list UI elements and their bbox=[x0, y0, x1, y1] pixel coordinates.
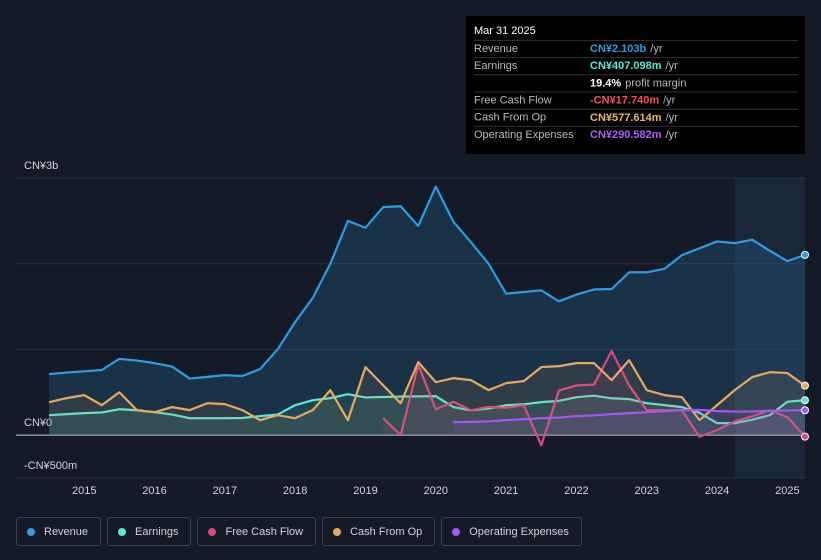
legend-swatch bbox=[208, 527, 217, 536]
tooltip-label: Revenue bbox=[474, 43, 518, 55]
series-area bbox=[49, 394, 806, 436]
legend-label: Cash From Op bbox=[350, 525, 423, 538]
legend: Revenue Earnings Free Cash Flow Cash From O… bbox=[16, 517, 582, 546]
y-tick-label: -CN¥500m bbox=[24, 460, 77, 472]
tooltip-suffix: /yr bbox=[663, 95, 676, 107]
x-tick-label: 2019 bbox=[353, 485, 377, 497]
tooltip-box bbox=[466, 16, 805, 154]
end-marker bbox=[801, 381, 809, 390]
tooltip-value-text: -CN¥17.740m bbox=[590, 95, 659, 107]
legend-item[interactable]: Operating Expenses bbox=[441, 517, 582, 546]
series-line bbox=[382, 350, 806, 447]
series-line bbox=[48, 185, 806, 380]
tooltip: Mar 31 2025 Revenue CN¥2.103b/yr Earnings C… bbox=[466, 16, 805, 154]
x-tick-label: 2016 bbox=[142, 485, 166, 497]
tooltip-suffix: /yr bbox=[666, 60, 679, 72]
tooltip-value: 19.4% profit margin bbox=[590, 77, 686, 89]
legend-swatch bbox=[452, 527, 461, 536]
tooltip-label: Earnings bbox=[474, 60, 518, 72]
legend-item[interactable]: Free Cash Flow bbox=[197, 517, 317, 546]
end-marker bbox=[801, 406, 809, 415]
x-tick-label: 2015 bbox=[72, 485, 96, 497]
x-tick-label: 2022 bbox=[564, 485, 588, 497]
legend-item[interactable]: Earnings bbox=[107, 517, 192, 546]
x-tick-label: 2020 bbox=[424, 485, 448, 497]
legend-label: Operating Expenses bbox=[469, 525, 569, 538]
tooltip-suffix: /yr bbox=[666, 129, 679, 141]
tooltip-value-text: CN¥577.614m bbox=[590, 112, 662, 124]
tooltip-value: -CN¥17.740m/yr bbox=[590, 95, 676, 107]
tooltip-value-text: 19.4% bbox=[590, 77, 621, 89]
tooltip-date: Mar 31 2025 bbox=[474, 25, 536, 37]
y-tick-label: CN¥3b bbox=[24, 160, 58, 172]
legend-label: Free Cash Flow bbox=[225, 525, 304, 538]
tooltip-value-text: CN¥407.098m bbox=[590, 60, 662, 72]
x-tick-label: 2025 bbox=[775, 485, 799, 497]
tooltip-value: CN¥577.614m/yr bbox=[590, 112, 678, 124]
chart: CN¥3b CN¥0 -CN¥500m 2015 2016 2017 2018 2019 202… bbox=[16, 16, 809, 497]
highlight-region bbox=[735, 178, 805, 478]
end-marker bbox=[801, 432, 809, 441]
tooltip-label: Operating Expenses bbox=[474, 129, 574, 141]
tooltip-suffix: profit margin bbox=[625, 77, 686, 89]
tooltip-value: CN¥407.098m/yr bbox=[590, 60, 678, 72]
end-marker bbox=[801, 396, 809, 405]
x-tick-label: 2023 bbox=[635, 485, 659, 497]
legend-item[interactable]: Cash From Op bbox=[322, 517, 436, 546]
series-area bbox=[49, 360, 806, 436]
series-area bbox=[49, 186, 806, 436]
legend-swatch bbox=[333, 527, 342, 536]
tooltip-suffix: /yr bbox=[666, 112, 679, 124]
series-line bbox=[48, 393, 806, 425]
tooltip-value-text: CN¥290.582m bbox=[590, 129, 662, 141]
x-tick-label: 2018 bbox=[283, 485, 307, 497]
legend-item[interactable]: Revenue bbox=[16, 517, 102, 546]
legend-swatch bbox=[27, 527, 35, 536]
legend-label: Earnings bbox=[135, 525, 179, 538]
series-area bbox=[453, 409, 805, 436]
x-tick-label: 2024 bbox=[705, 485, 729, 497]
tooltip-label: Free Cash Flow bbox=[474, 95, 552, 107]
series-line bbox=[453, 408, 806, 424]
x-tick-label: 2017 bbox=[213, 485, 237, 497]
legend-swatch bbox=[118, 527, 127, 536]
tooltip-value-text: CN¥2.103b bbox=[590, 43, 647, 55]
tooltip-value: CN¥2.103b/yr bbox=[590, 43, 663, 55]
page: CN¥3b CN¥0 -CN¥500m 2015 2016 2017 2018 2019 202… bbox=[16, 16, 809, 546]
y-tick-label: CN¥0 bbox=[24, 417, 52, 429]
tooltip-suffix: /yr bbox=[650, 43, 663, 55]
end-marker bbox=[801, 250, 809, 259]
legend-label: Revenue bbox=[44, 525, 89, 538]
tooltip-value: CN¥290.582m/yr bbox=[590, 129, 678, 141]
plot: CN¥3b CN¥0 -CN¥500m 2015 2016 2017 2018 2019 202… bbox=[16, 160, 809, 497]
tooltip-label: Cash From Op bbox=[474, 112, 546, 124]
x-tick-label: 2021 bbox=[494, 485, 518, 497]
series-line bbox=[48, 359, 806, 422]
